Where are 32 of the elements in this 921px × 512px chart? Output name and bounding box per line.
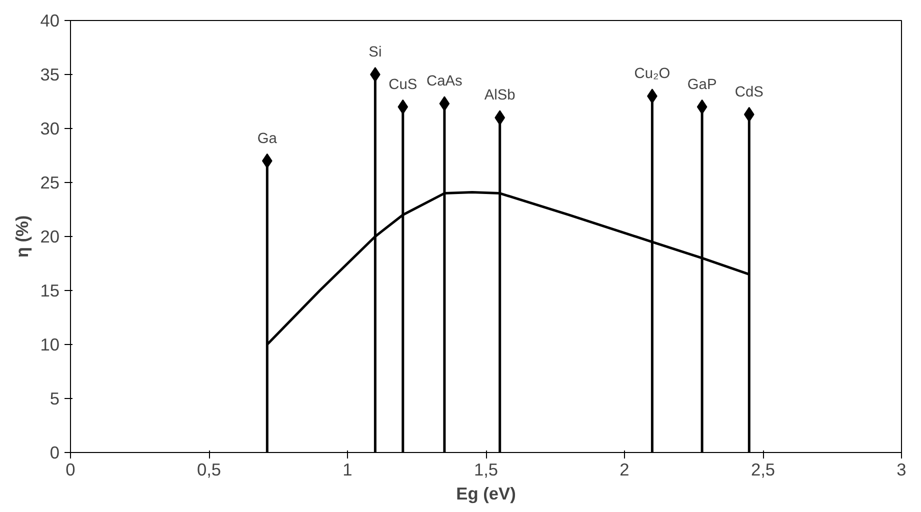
y-tick-label: 10 [40, 334, 60, 354]
point [398, 99, 408, 114]
x-tick-label: 1 [342, 460, 352, 480]
x-tick-label: 1,5 [474, 460, 498, 480]
x-axis-title: Eg (eV) [456, 484, 516, 504]
point [439, 96, 450, 112]
x-tick-label: 0,5 [196, 460, 222, 480]
y-tick-label: 35 [40, 64, 60, 84]
y-tick-label: 25 [40, 172, 60, 192]
y-tick-label: 30 [40, 118, 60, 138]
annotation: GaP [687, 76, 717, 93]
point [696, 99, 708, 114]
annotation: CaAs [426, 74, 462, 90]
y-tick-label: 0 [50, 442, 60, 462]
y-axis-title: η (%) [12, 215, 32, 258]
x-tick-label: 2 [620, 460, 630, 480]
y-tick-label: 15 [40, 280, 60, 300]
annotation: CuS [388, 76, 418, 93]
point [370, 67, 380, 82]
annotation: Ga [257, 130, 278, 147]
x-tick-label: 2,5 [750, 460, 776, 480]
y-tick-label: 40 [40, 10, 60, 30]
y-tick-label: 5 [50, 388, 60, 408]
point [744, 106, 754, 122]
annotation: Cu₂O [634, 66, 670, 82]
annotation: CdS [734, 84, 764, 100]
point [494, 110, 506, 126]
x-tick-label: 3 [896, 460, 906, 480]
y-tick-label: 20 [40, 226, 60, 246]
annotation: AlSb [484, 88, 516, 104]
annotation: Si [368, 44, 382, 60]
x-tick-label: 0 [66, 460, 76, 480]
